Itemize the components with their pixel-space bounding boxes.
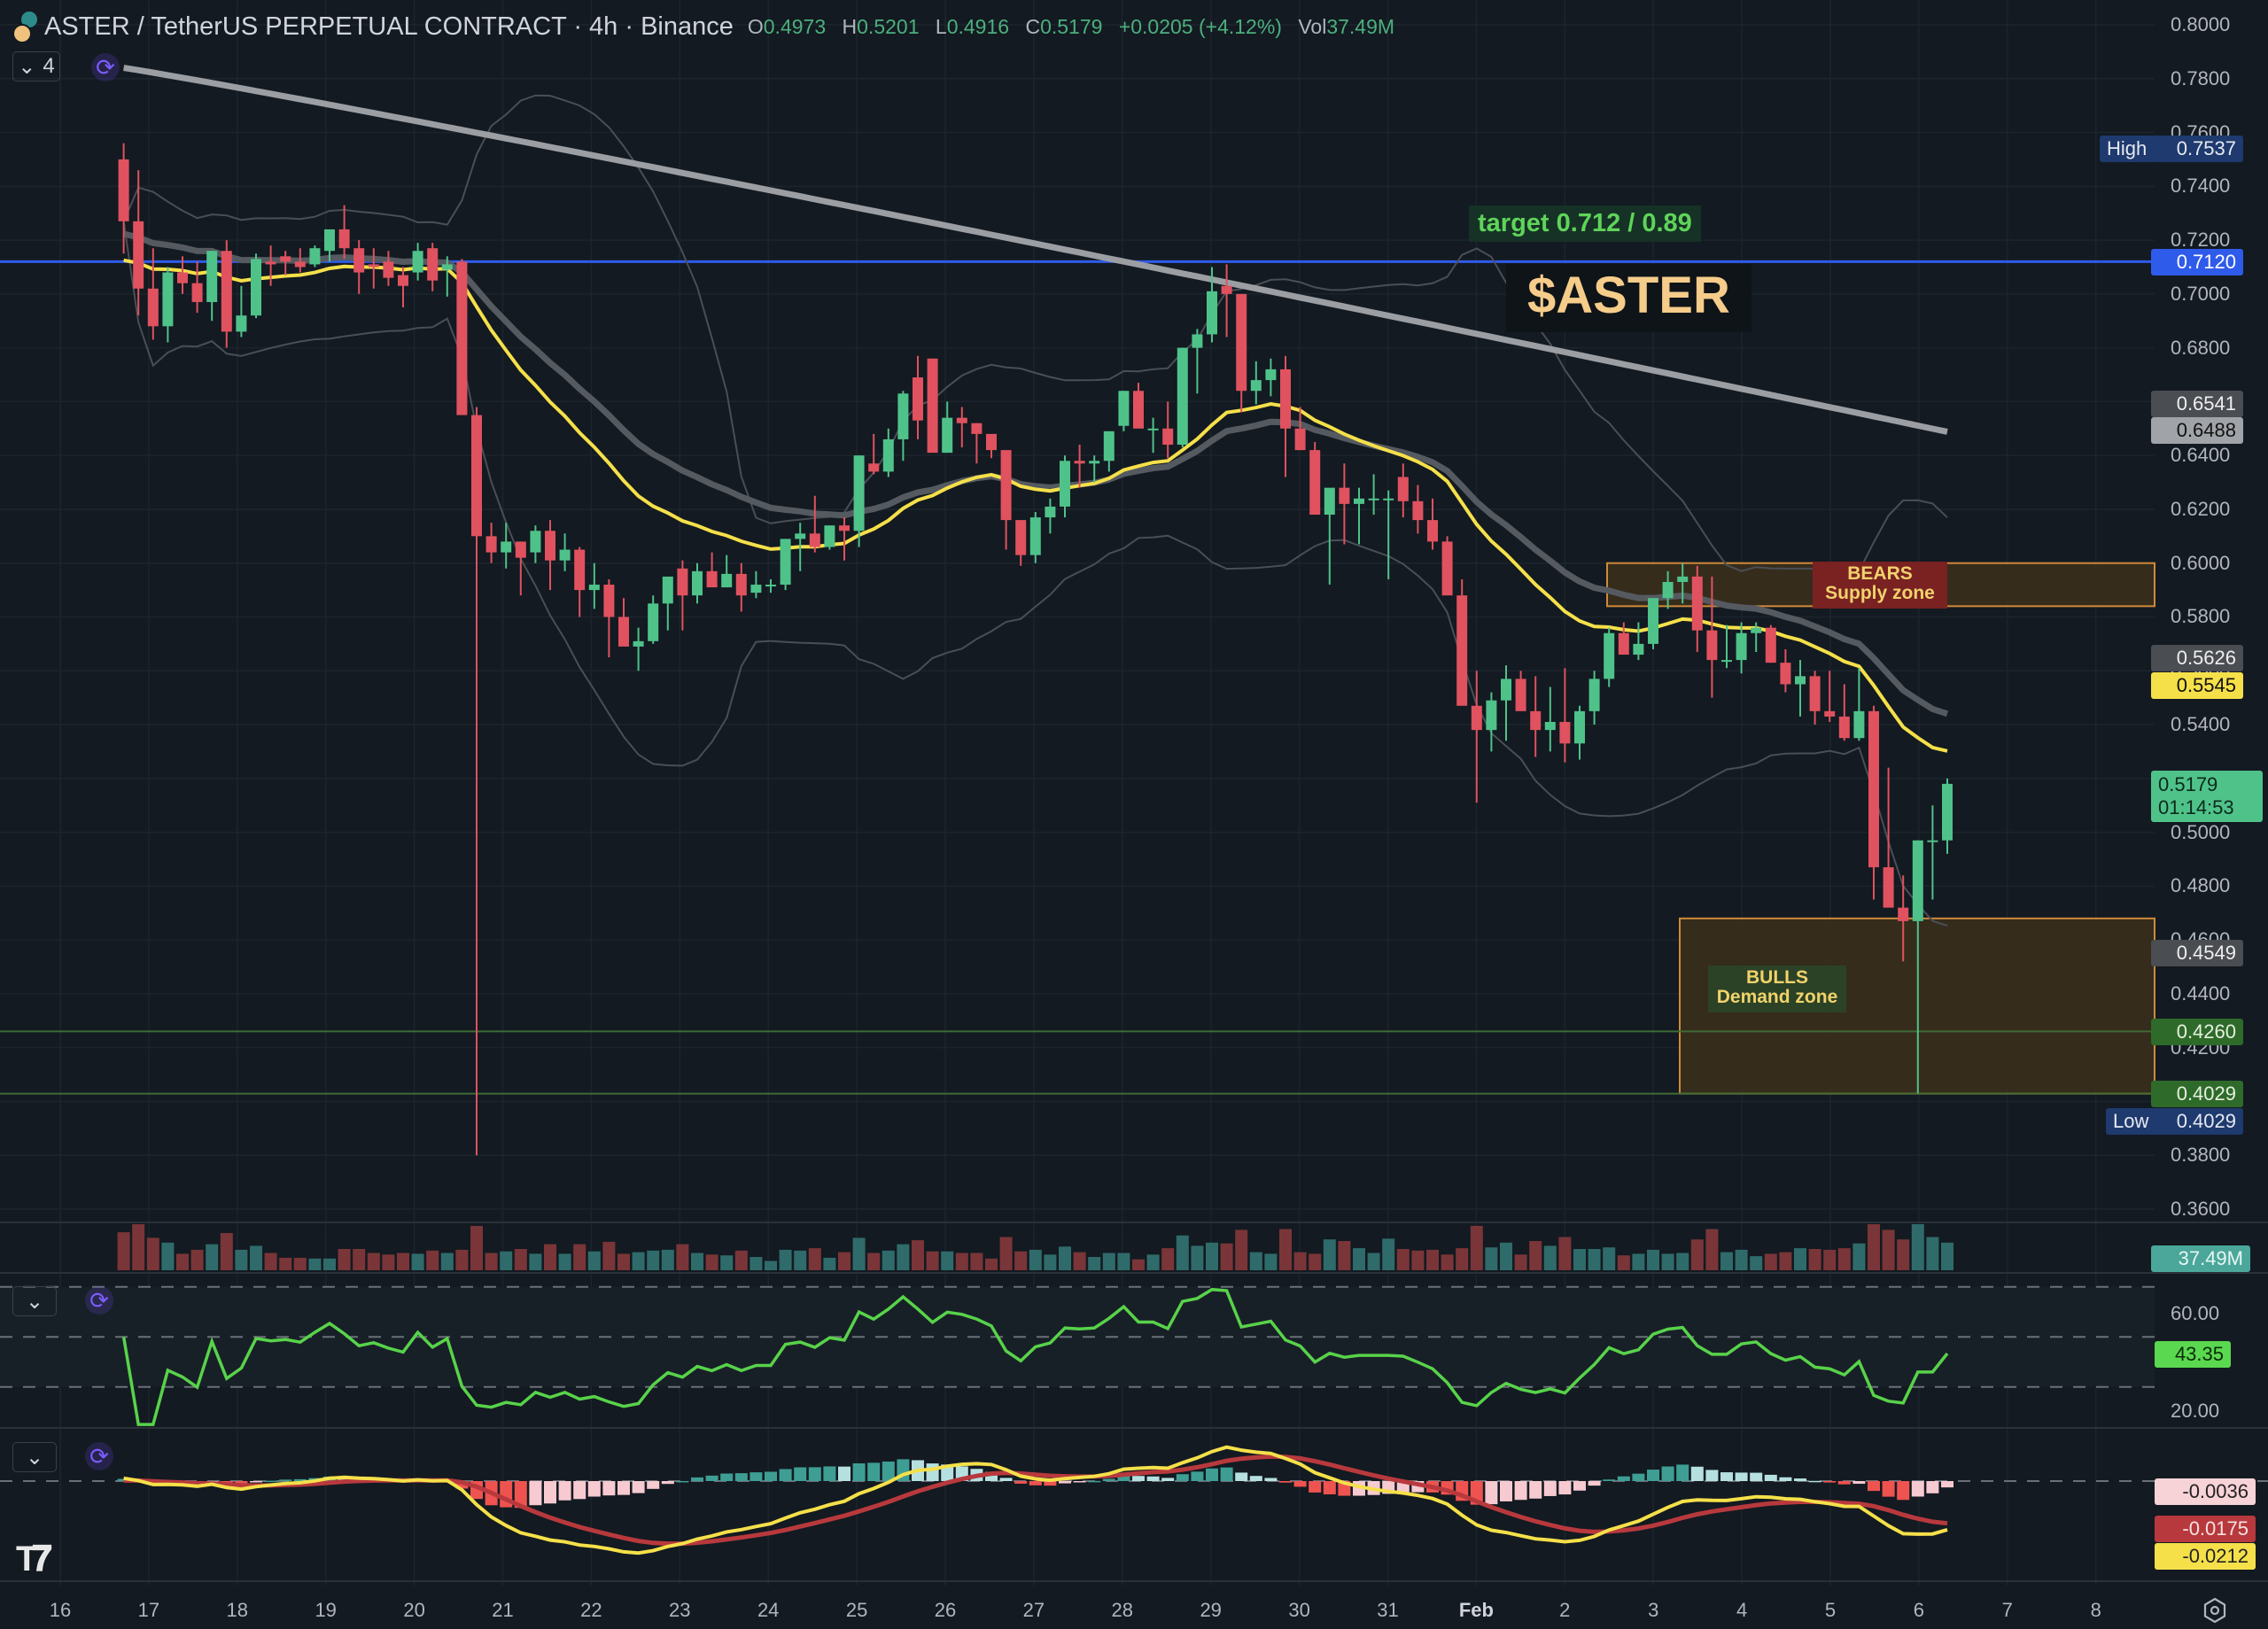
low-value: 0.4916 bbox=[946, 14, 1010, 38]
price-tick: 0.3600 bbox=[2171, 1197, 2231, 1220]
low-price-label: 0.4029 bbox=[2151, 1108, 2243, 1135]
bb-lower-label: 0.4549 bbox=[2151, 940, 2243, 966]
open-value: 0.4973 bbox=[763, 14, 827, 38]
ma200-label: 0.6488 bbox=[2151, 417, 2243, 444]
macd-signal-label: -0.0175 bbox=[2155, 1516, 2256, 1542]
price-tick: 0.7200 bbox=[2171, 229, 2231, 252]
macd-pane bbox=[0, 1445, 2268, 1555]
time-tick: 6 bbox=[1913, 1599, 1925, 1621]
price-tick: 0.3800 bbox=[2171, 1144, 2231, 1167]
indicator-legend-toggle[interactable]: ⌄ 4 bbox=[12, 51, 60, 81]
price-tick: 0.7800 bbox=[2171, 66, 2231, 89]
time-tick: 22 bbox=[580, 1599, 602, 1621]
time-tick: 28 bbox=[1111, 1599, 1134, 1621]
target-annotation[interactable]: target 0.712 / 0.89 bbox=[1469, 206, 1701, 242]
rsi-value-label: 43.35 bbox=[2155, 1341, 2231, 1368]
rsi-pane bbox=[0, 1285, 2155, 1426]
macd-legend-toggle[interactable]: ⌄ bbox=[12, 1442, 57, 1472]
macd-histogram-label: -0.0036 bbox=[2155, 1478, 2256, 1505]
time-tick: 18 bbox=[226, 1599, 249, 1621]
price-tick: 0.4800 bbox=[2171, 874, 2231, 897]
bollinger-upper bbox=[122, 94, 1948, 573]
time-tick: 23 bbox=[669, 1599, 691, 1621]
price-tick: 0.8000 bbox=[2171, 13, 2231, 35]
ma-200-line[interactable] bbox=[123, 65, 1948, 435]
high-value: 0.5201 bbox=[857, 14, 920, 38]
time-tick: 2 bbox=[1559, 1599, 1571, 1621]
chart-header: ASTER / TetherUS PERPETUAL CONTRACT · 4h… bbox=[12, 9, 1405, 44]
time-tick: 31 bbox=[1377, 1599, 1399, 1621]
low-tag: Low bbox=[2106, 1108, 2156, 1135]
time-tick: 7 bbox=[2001, 1599, 2013, 1621]
ma-yellow-label: 0.5545 bbox=[2151, 672, 2243, 699]
support-1-label: 0.4260 bbox=[2151, 1019, 2243, 1045]
price-tick: 0.7400 bbox=[2171, 175, 2231, 198]
chevron-down-icon: ⌄ bbox=[25, 1289, 44, 1314]
price-tick: 0.6400 bbox=[2171, 444, 2231, 467]
time-tick: Feb bbox=[1458, 1599, 1494, 1621]
change-value: +0.0205 (+4.12%) bbox=[1118, 14, 1282, 38]
time-tick: 24 bbox=[757, 1599, 780, 1621]
bears-supply-zone-label[interactable]: BEARS Supply zone bbox=[1813, 562, 1947, 609]
time-tick: 17 bbox=[137, 1599, 160, 1621]
sync-icon[interactable]: ⟳ bbox=[85, 1442, 113, 1470]
price-tick: 0.6000 bbox=[2171, 551, 2231, 574]
last-price-label: 0.5179 01:14:53 bbox=[2151, 771, 2263, 822]
ohlc-values: O0.4973 H0.5201 L0.4916 C0.5179 +0.0205 … bbox=[747, 14, 1395, 38]
time-tick: 4 bbox=[1736, 1599, 1748, 1621]
time-tick: 25 bbox=[845, 1599, 868, 1621]
candle-countdown: 01:14:53 bbox=[2158, 796, 2234, 818]
rsi-tick-60: 60.00 bbox=[2171, 1302, 2220, 1324]
sync-icon[interactable]: ⟳ bbox=[91, 53, 120, 81]
bulls-demand-zone-label[interactable]: BULLS Demand zone bbox=[1708, 966, 1846, 1012]
bollinger-lower bbox=[122, 221, 1948, 927]
high-tag: High bbox=[2100, 136, 2155, 162]
high-price-label: 0.7537 bbox=[2151, 136, 2243, 162]
ma-grey-label: 0.5626 bbox=[2151, 645, 2243, 671]
sync-icon[interactable]: ⟳ bbox=[85, 1286, 113, 1315]
time-tick: 26 bbox=[934, 1599, 957, 1621]
time-tick: 3 bbox=[1648, 1599, 1659, 1621]
candles[interactable] bbox=[118, 143, 1953, 1156]
volume-value: 37.49M bbox=[1326, 14, 1395, 38]
time-tick: 19 bbox=[315, 1599, 337, 1621]
tradingview-logo[interactable]: T𝟕 bbox=[16, 1540, 52, 1579]
symbol-title[interactable]: ASTER / TetherUS PERPETUAL CONTRACT · 4h… bbox=[44, 12, 734, 41]
price-tick: 0.5000 bbox=[2171, 820, 2231, 843]
volume-label: 37.49M bbox=[2151, 1245, 2250, 1272]
ticker-annotation[interactable]: $ASTER bbox=[1506, 264, 1751, 332]
close-value: 0.5179 bbox=[1040, 14, 1103, 38]
time-tick: 5 bbox=[1824, 1599, 1837, 1621]
volume-bars bbox=[117, 1224, 1953, 1270]
symbol-logo-icon bbox=[12, 12, 37, 43]
chevron-down-icon: ⌄ bbox=[25, 1445, 44, 1470]
macd-line-label: -0.0212 bbox=[2155, 1543, 2256, 1570]
target-line-label: 0.7120 bbox=[2151, 249, 2243, 275]
settings-gear-icon[interactable] bbox=[2202, 1597, 2228, 1624]
time-tick: 27 bbox=[1022, 1599, 1045, 1621]
rsi-legend-toggle[interactable]: ⌄ bbox=[12, 1286, 57, 1316]
time-tick: 21 bbox=[492, 1599, 514, 1621]
price-tick: 0.6200 bbox=[2171, 497, 2231, 520]
time-tick: 30 bbox=[1288, 1599, 1310, 1621]
support-2-label: 0.4029 bbox=[2151, 1081, 2243, 1107]
ma-yellow-line[interactable] bbox=[123, 258, 1948, 753]
time-tick: 20 bbox=[403, 1599, 425, 1621]
time-tick: 29 bbox=[1200, 1599, 1222, 1621]
rsi-tick-20: 20.00 bbox=[2171, 1400, 2220, 1422]
price-tick: 0.5400 bbox=[2171, 713, 2231, 736]
price-tick: 0.4400 bbox=[2171, 981, 2231, 1005]
time-tick: 8 bbox=[2090, 1599, 2101, 1621]
bb-upper-label: 0.6541 bbox=[2151, 391, 2243, 417]
time-tick: 16 bbox=[49, 1599, 72, 1621]
price-tick: 0.5800 bbox=[2171, 605, 2231, 628]
price-tick: 0.7000 bbox=[2171, 282, 2231, 305]
price-tick: 0.6800 bbox=[2171, 336, 2231, 359]
chevron-down-icon: ⌄ bbox=[18, 54, 36, 79]
indicator-count: 4 bbox=[43, 54, 55, 78]
